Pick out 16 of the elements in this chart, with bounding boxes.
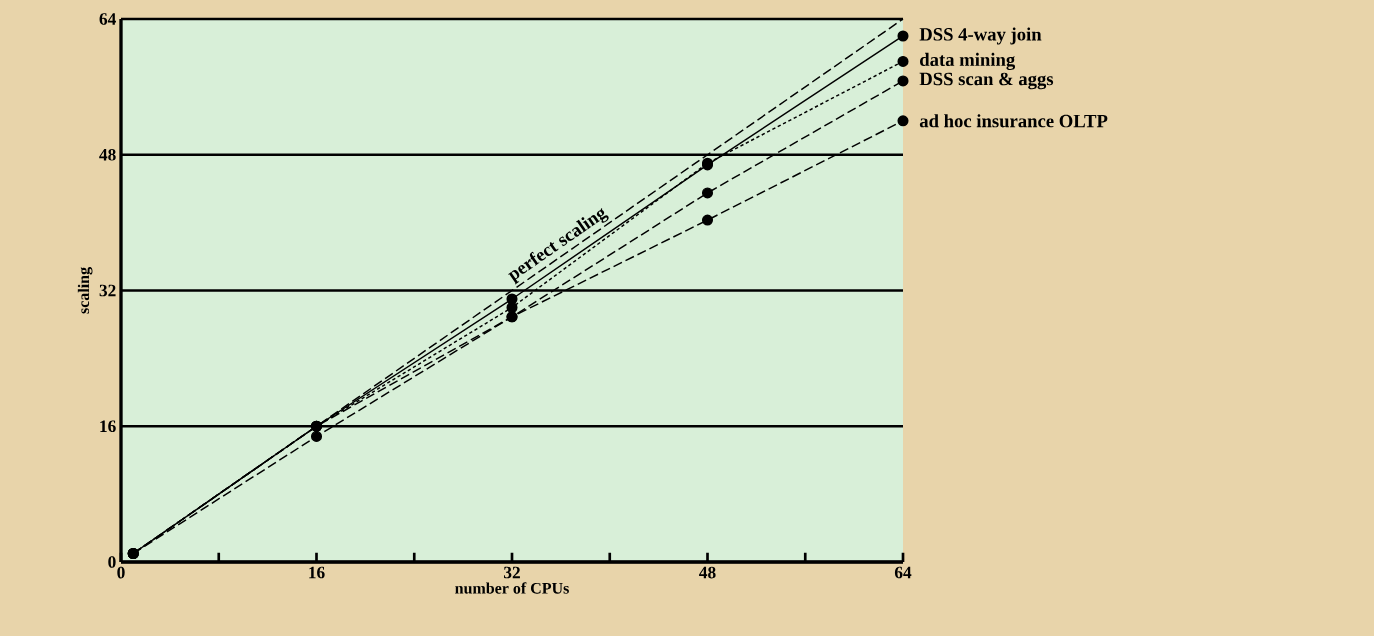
series-label: ad hoc insurance OLTP	[919, 114, 1108, 128]
y-tick-label: 48	[99, 148, 116, 161]
x-tick-label: 0	[117, 566, 125, 579]
y-tick-label: 32	[99, 284, 116, 297]
x-tick-label: 32	[503, 566, 520, 579]
series-label: data mining	[920, 52, 1016, 70]
y-axis-title: scaling	[77, 267, 93, 314]
y-tick-label: 0	[108, 556, 116, 568]
x-tick-label: 16	[309, 566, 325, 579]
y-tick-label: 64	[99, 13, 116, 25]
series-label: DSS 4-way join	[919, 27, 1042, 45]
x-tick-label: 48	[699, 566, 716, 579]
y-tick-label: 16	[100, 420, 116, 433]
series-label: DSS scan & aggs	[919, 72, 1054, 90]
x-axis-title: number of CPUs	[455, 582, 569, 594]
x-tick-label: 64	[894, 566, 912, 579]
